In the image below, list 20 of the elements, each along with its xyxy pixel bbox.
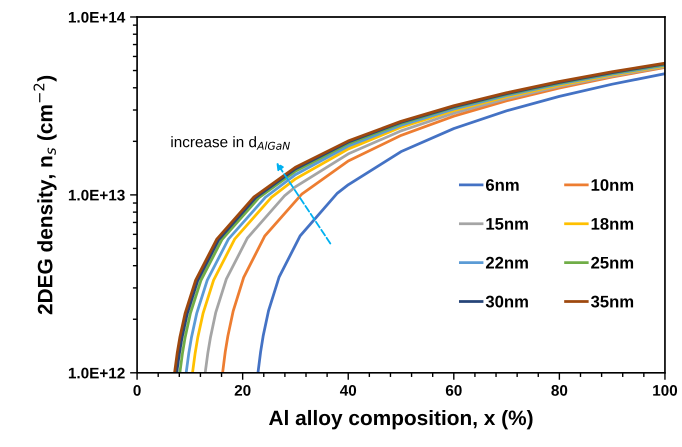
legend-label: 22nm: [486, 256, 528, 268]
legend-label: 35nm: [590, 296, 634, 308]
y-axis-title: 2DEG density, n$_{s}$ (cm$^{−2}$): [33, 76, 57, 314]
x-tick-label: 20: [234, 385, 251, 396]
y-tick-label: 1.0E+12: [68, 368, 125, 378]
annotation: increase in d$_{AlGaN}$: [171, 136, 290, 150]
legend-label: 30nm: [486, 296, 528, 308]
y-tick-label: 1.0E+14: [68, 12, 126, 23]
legend-label: 25nm: [591, 256, 634, 269]
x-tick-label: 60: [446, 385, 462, 396]
x-tick-label: 0: [133, 385, 141, 396]
y-tick-label: 1.0E+13: [68, 190, 125, 201]
legend-label: 6nm: [486, 179, 519, 191]
legend-label: 18nm: [592, 218, 634, 230]
legend-label: 10nm: [592, 179, 634, 191]
legend-label: 15nm: [486, 218, 528, 230]
x-tick-label: 80: [551, 385, 568, 396]
x-tick-label: 100: [653, 385, 678, 396]
x-axis-title: Al alloy composition, x (%): [269, 410, 533, 430]
x-tick-label: 40: [340, 385, 356, 396]
